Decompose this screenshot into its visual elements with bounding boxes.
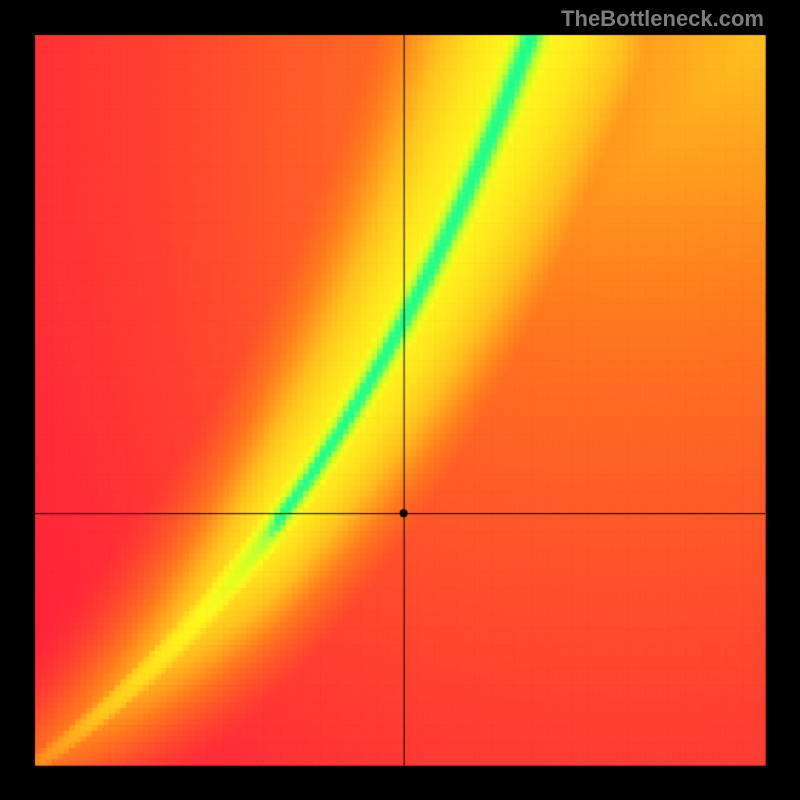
bottleneck-heatmap [0,0,800,800]
watermark-label: TheBottleneck.com [561,6,764,32]
